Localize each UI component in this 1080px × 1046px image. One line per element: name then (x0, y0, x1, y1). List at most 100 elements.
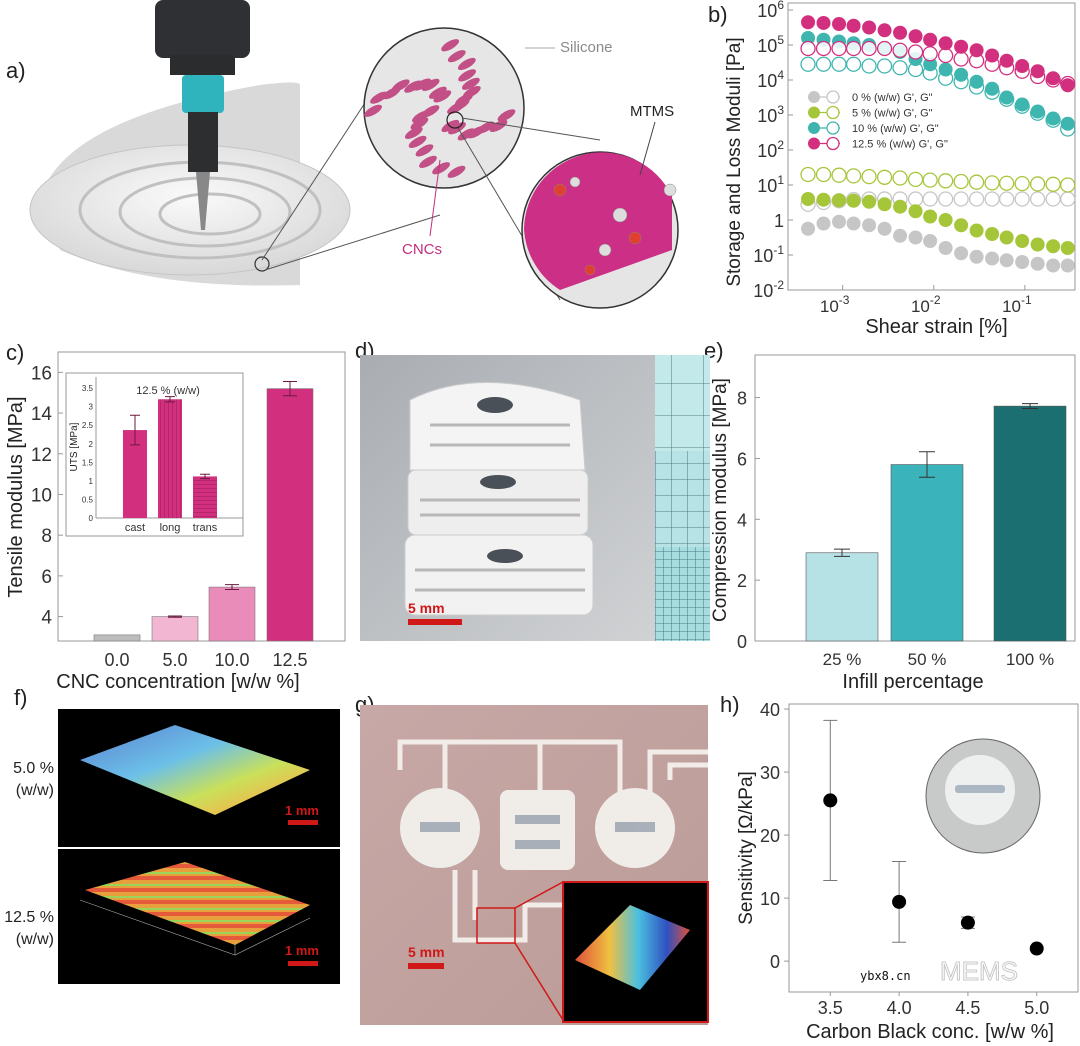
tick-base: 10 (753, 246, 773, 266)
x-axis-label: Shear strain [%] (865, 316, 1007, 338)
sample-label-5pct-unit: (w/w) (16, 782, 54, 799)
tick-base: 10 (753, 281, 773, 301)
storage-modulus-point (985, 251, 1000, 266)
error-bar (834, 548, 850, 557)
loss-modulus-point (861, 58, 877, 74)
cnc-particle (408, 135, 427, 148)
y-tick-label: 14 (31, 404, 53, 425)
y-tick-label: 8 (41, 526, 52, 547)
cnc-particle (489, 119, 508, 132)
x-tick-label: 50 % (908, 650, 947, 669)
cnc-particle (404, 126, 423, 140)
loss-modulus-point (861, 168, 877, 185)
label-silicone: Silicone (560, 39, 613, 56)
plot-frame (787, 2, 1076, 291)
legend-open-marker (826, 121, 840, 135)
loss-modulus-point (845, 56, 862, 72)
loss-modulus-point (800, 166, 816, 183)
loss-modulus-point (1045, 191, 1061, 207)
loss-modulus-point (815, 56, 832, 72)
storage-modulus-point (938, 36, 953, 51)
tick-exponent: -1 (773, 243, 784, 257)
panel-label-b: b) (708, 2, 728, 27)
storage-modulus-point (801, 31, 816, 45)
loss-modulus-point (815, 40, 832, 57)
scale-bar-label-bottom: 1 mm (285, 943, 319, 958)
storage-modulus-point (1046, 111, 1061, 126)
legend-open-marker (826, 136, 840, 151)
y-tick-label: 10 (760, 889, 780, 909)
tick-exponent: -1 (1021, 293, 1032, 307)
y-axis-label: UTS [MPa] (69, 422, 80, 471)
data-point (1029, 941, 1044, 956)
inset-y-tick-label: 1 (89, 477, 94, 486)
cnc-particle (441, 39, 459, 52)
x-axis-label: CNC concentration [w/w %] (56, 671, 299, 693)
storage-modulus-point (893, 228, 908, 243)
data-point (892, 894, 907, 909)
x-tick-label: 3.5 (818, 998, 843, 1018)
tick-base: 10 (757, 106, 777, 126)
x-tick-label: 4.0 (887, 998, 912, 1018)
storage-modulus-point (954, 39, 969, 54)
tick-base: 10 (820, 297, 839, 316)
storage-modulus-point (938, 62, 953, 77)
storage-modulus-point (877, 23, 892, 38)
surface-5pct (80, 725, 310, 815)
legend-label: 0 % (w/w) G', G" (852, 92, 933, 104)
panel-f-surface-maps: 1 mm 1 mm 5.0 % (w/w) 12.5 % (w/w) (4, 709, 340, 984)
x-tick-label: 12.5 (272, 650, 307, 670)
y-tick-label: 0 (737, 632, 747, 652)
inset-bar (193, 476, 217, 518)
cnc-particle (421, 78, 440, 91)
nozzle-icon (155, 0, 250, 230)
inset-error-bar (200, 473, 210, 480)
loss-modulus-point (937, 191, 954, 207)
y-axis-label: Storage and Loss Moduli [Pa] (724, 37, 745, 286)
scale-bar (408, 619, 462, 625)
inset-title: 12.5 % (w/w) (136, 385, 200, 397)
error-bar (1022, 403, 1038, 410)
inset-x-tick-label: cast (125, 522, 145, 534)
storage-modulus-point (985, 48, 1000, 63)
loss-modulus-point (892, 42, 908, 58)
storage-modulus-point (969, 43, 984, 58)
scale-bar-label: 5 mm (408, 600, 445, 616)
cnc-particle (461, 77, 480, 90)
printed-disk (29, 82, 351, 286)
y-tick-label: 2 (737, 571, 747, 591)
y-tick-label: 8 (737, 389, 747, 409)
series-0 (800, 15, 1076, 93)
y-tick-label: 101 (757, 173, 784, 196)
panel-a-illustration: a) (6, 0, 679, 309)
loss-modulus-point (800, 56, 816, 72)
loss-modulus-point (999, 191, 1015, 207)
storage-modulus-point (801, 221, 816, 236)
storage-modulus-point (816, 216, 831, 231)
loss-modulus-point (1014, 175, 1030, 192)
storage-modulus-point (908, 230, 923, 245)
storage-modulus-point (999, 230, 1014, 245)
loss-modulus-point (876, 58, 893, 74)
loss-modulus-point (845, 168, 862, 184)
tick-exponent: 2 (777, 138, 784, 152)
storage-modulus-point (832, 214, 847, 229)
tick-exponent: 3 (777, 103, 784, 117)
inset-uts-chart: 0 0.5 1 1.5 2 2.5 3 3.5 12.5 % (w/w) UTS [MPa] cas… (65, 372, 244, 537)
cnc-particle (419, 155, 437, 168)
error-bar (168, 615, 182, 618)
error-bar (283, 381, 297, 397)
y-tick-label: 105 (757, 33, 784, 56)
cnc-particle (447, 165, 466, 178)
storage-modulus-point (1030, 237, 1045, 252)
loss-modulus-point (907, 171, 924, 188)
loss-modulus-point (922, 46, 938, 62)
y-tick-label: 4 (41, 608, 52, 629)
storage-modulus-point (908, 204, 923, 219)
storage-modulus-point (1030, 64, 1045, 79)
legend: 0 % (w/w) G', G" 5 % (w/w) G', G" 10 % (w/… (808, 90, 948, 151)
x-tick-label: 10.0 (214, 650, 249, 670)
inset-error-bar (165, 396, 175, 403)
cnc-particle (428, 86, 447, 99)
